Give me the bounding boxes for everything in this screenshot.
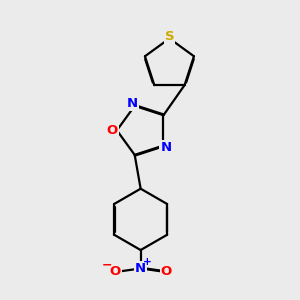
Text: +: +	[143, 256, 152, 267]
Text: −: −	[102, 258, 112, 271]
Text: S: S	[165, 29, 174, 43]
Text: O: O	[107, 124, 118, 137]
Text: O: O	[161, 265, 172, 278]
Text: N: N	[135, 262, 146, 275]
Text: N: N	[160, 142, 172, 154]
Text: N: N	[127, 97, 138, 110]
Text: O: O	[109, 265, 121, 278]
